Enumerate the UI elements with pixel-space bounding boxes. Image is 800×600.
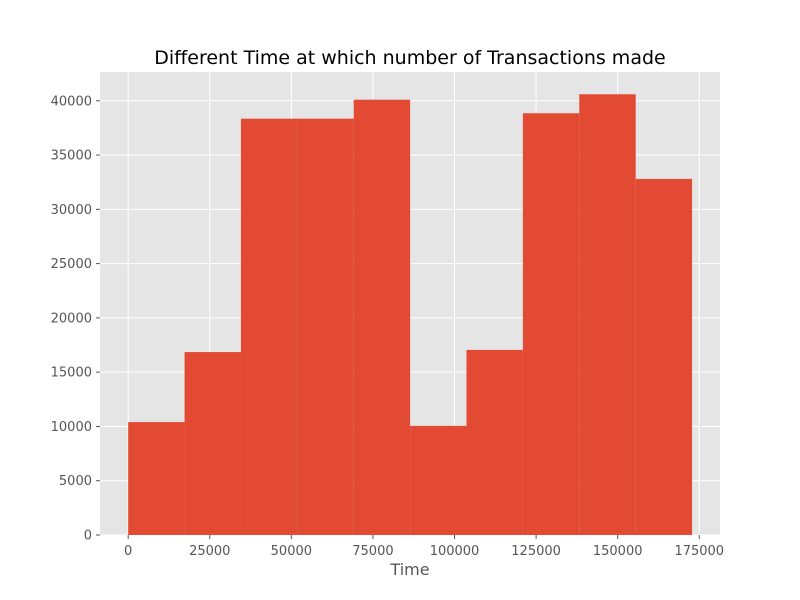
- histogram-bar: [353, 99, 411, 535]
- x-tick-label: 150000: [593, 544, 643, 559]
- histogram-bar: [579, 94, 636, 535]
- x-tick-label: 100000: [430, 544, 480, 559]
- histogram-bar: [297, 118, 354, 535]
- y-tick-label: 20000: [51, 311, 92, 326]
- y-axis-ticks: 0 5000 10000 15000 20000 25000 30000 35000 40000: [51, 94, 100, 544]
- bars: [128, 94, 693, 536]
- x-tick-label: 50000: [271, 544, 312, 559]
- y-tick-label: 40000: [51, 94, 92, 109]
- x-tick-label: 0: [124, 544, 132, 559]
- x-tick-label: 125000: [511, 544, 561, 559]
- histogram-bar: [410, 425, 467, 535]
- histogram-bar: [128, 422, 185, 535]
- histogram-bar: [240, 118, 298, 535]
- y-tick-label: 10000: [51, 420, 92, 435]
- histogram-bar: [466, 349, 523, 535]
- histogram-bar: [635, 178, 693, 535]
- y-tick-label: 35000: [51, 149, 92, 164]
- y-tick-label: 5000: [59, 474, 92, 489]
- y-tick-label: 30000: [51, 203, 92, 218]
- histogram-bar: [184, 352, 241, 535]
- x-tick-label: 75000: [352, 544, 393, 559]
- x-tick-label: 25000: [189, 544, 230, 559]
- x-axis-ticks: 0 25000 50000 75000 100000 125000 150000 175000: [124, 535, 724, 559]
- y-tick-label: 15000: [51, 366, 92, 381]
- y-tick-label: 25000: [51, 257, 92, 272]
- x-axis-label: Time: [389, 560, 429, 579]
- x-tick-label: 175000: [674, 544, 724, 559]
- chart-title: Different Time at which number of Transa…: [154, 47, 665, 69]
- y-tick-label: 0: [84, 529, 92, 544]
- histogram-bar: [522, 113, 580, 536]
